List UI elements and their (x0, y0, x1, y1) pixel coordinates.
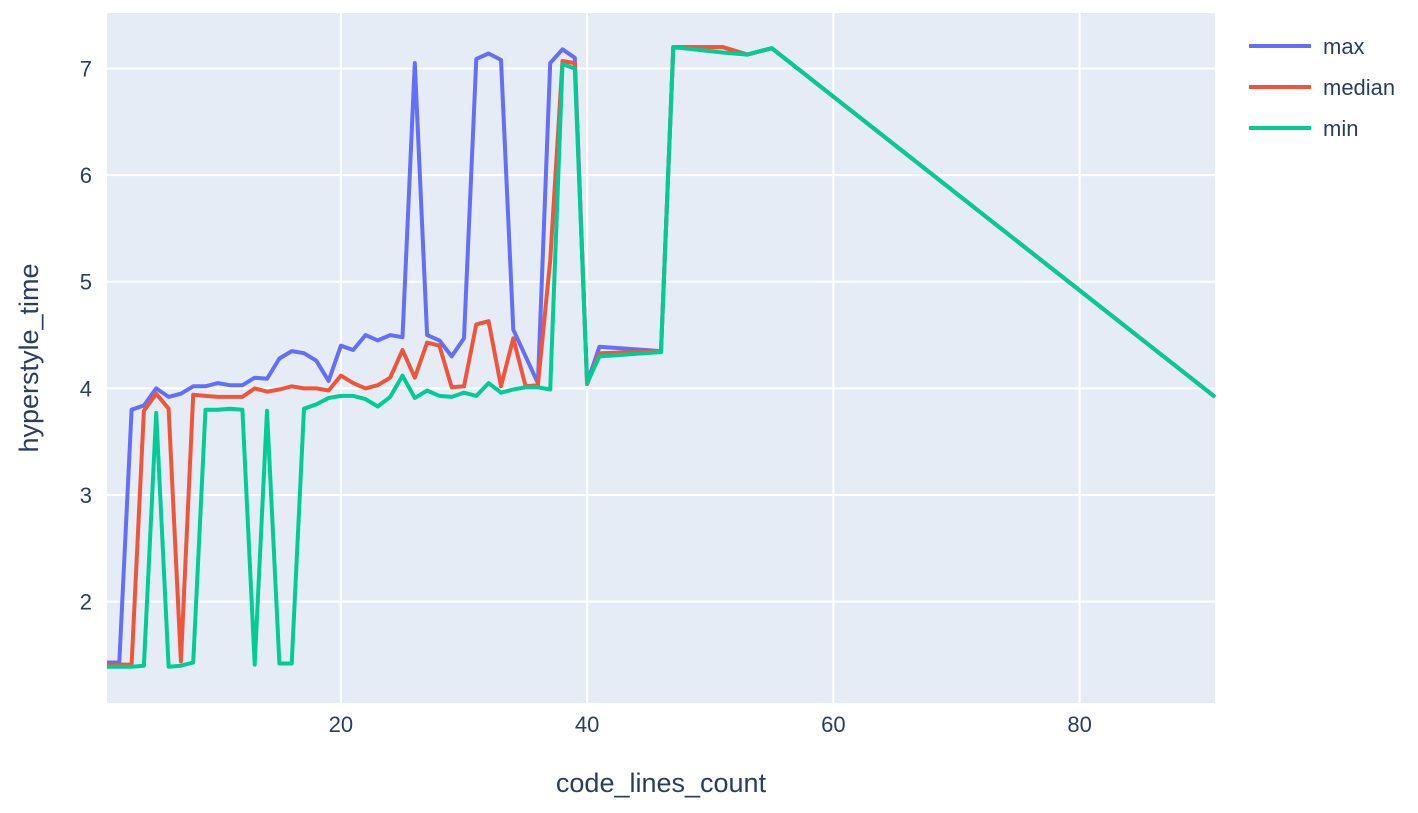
legend-label: max (1323, 34, 1365, 59)
legend[interactable]: max median min (1249, 34, 1395, 141)
x-axis-title: code_lines_count (556, 768, 767, 798)
y-tick-label: 2 (80, 590, 92, 615)
legend-item-median[interactable]: median (1249, 75, 1395, 100)
legend-item-min[interactable]: min (1249, 116, 1358, 141)
x-tick-label: 40 (575, 712, 599, 737)
grid-lines (107, 13, 1215, 703)
y-axis-title: hyperstyle_time (14, 263, 44, 452)
series-lines (107, 45, 1217, 669)
legend-label: min (1323, 116, 1358, 141)
tick-labels: 20 40 60 80 2 3 4 5 6 7 (80, 56, 1092, 737)
plot-area (107, 13, 1215, 703)
x-tick-label: 20 (329, 712, 353, 737)
legend-label: median (1323, 75, 1395, 100)
legend-item-max[interactable]: max (1249, 34, 1365, 59)
y-tick-label: 5 (80, 270, 92, 295)
x-tick-label: 60 (821, 712, 845, 737)
series-line-min (107, 45, 1217, 669)
x-tick-label: 80 (1067, 712, 1091, 737)
y-tick-label: 3 (80, 483, 92, 508)
y-tick-label: 7 (80, 56, 92, 81)
y-tick-label: 4 (80, 376, 92, 401)
y-tick-label: 6 (80, 163, 92, 188)
